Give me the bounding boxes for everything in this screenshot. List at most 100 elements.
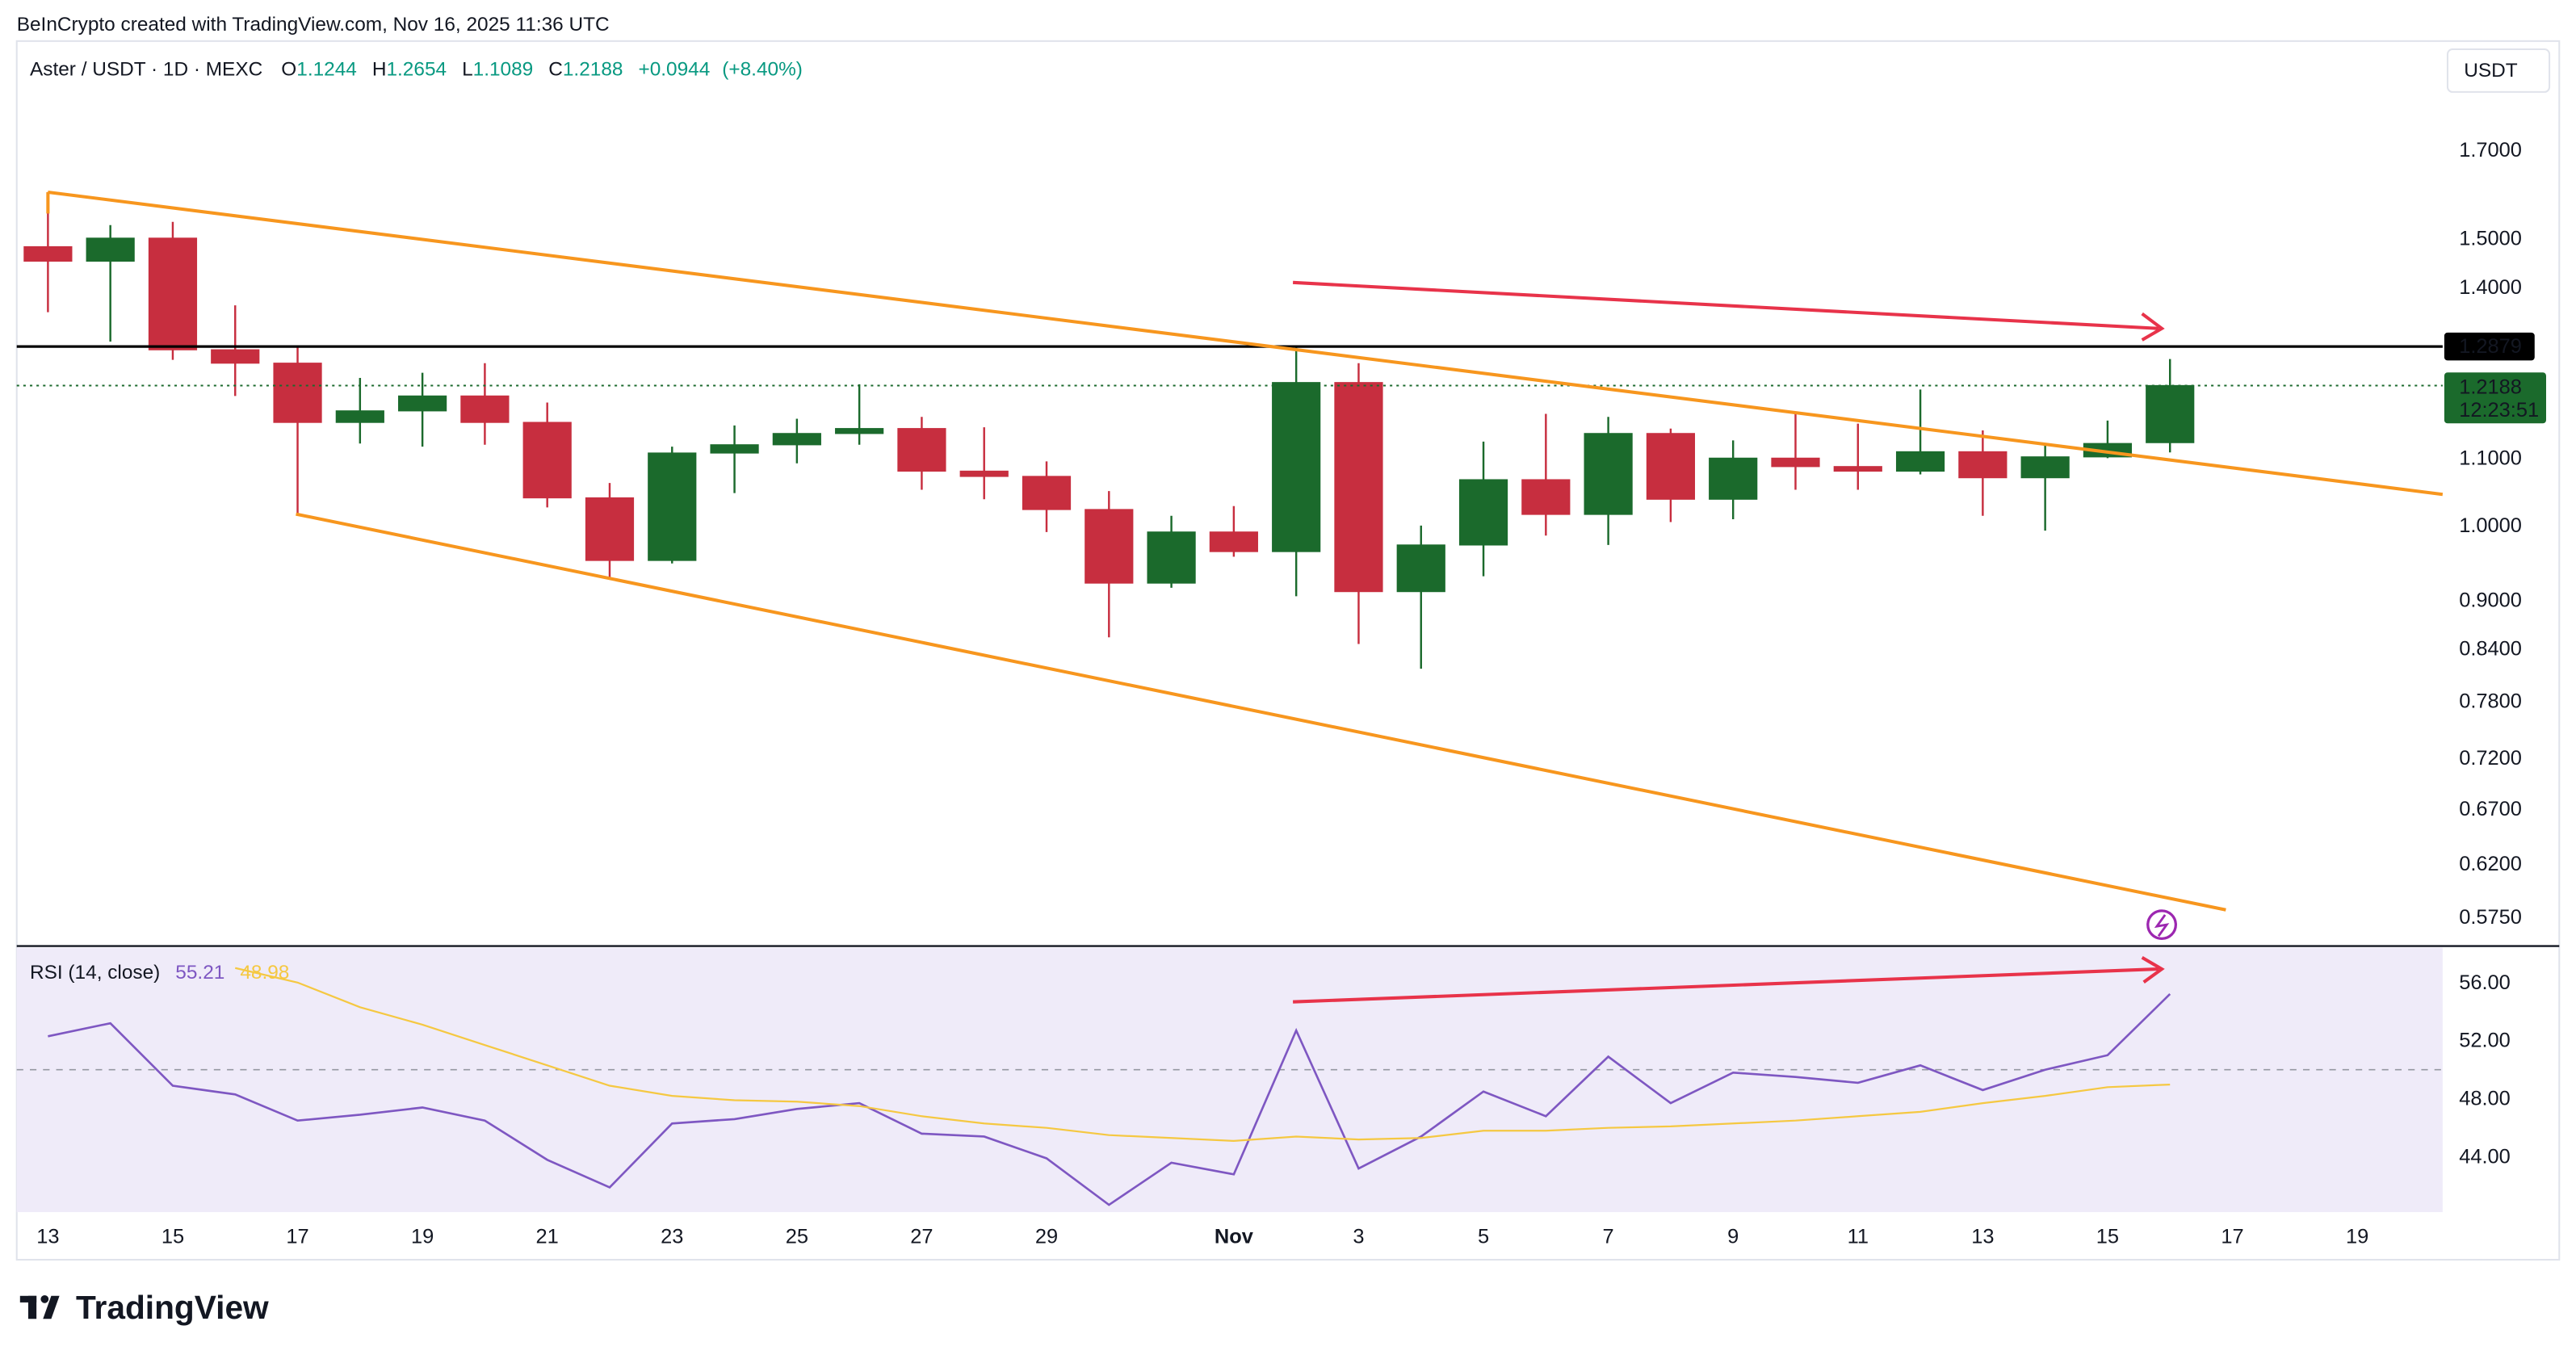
ohlc-value: 1.1089: [473, 58, 534, 80]
candle-body: [2146, 384, 2195, 443]
x-tick-label: Nov: [1215, 1226, 1254, 1248]
x-tick-label: 21: [536, 1226, 559, 1248]
y-tick-label: 44.00: [2459, 1146, 2511, 1168]
candle-body: [86, 237, 135, 262]
candle-body: [897, 428, 946, 472]
ohlc-label: H: [372, 58, 387, 80]
candle-body: [1272, 382, 1321, 552]
legend: Aster / USDT · 1D · MEXC O1.1244 H1.2654…: [30, 58, 803, 80]
x-tick-label: 15: [162, 1226, 184, 1248]
candle-body: [522, 422, 572, 499]
candle-body: [273, 363, 322, 423]
candle-body: [1833, 466, 1882, 472]
candle-body: [1709, 457, 1758, 500]
trendline-upper: [48, 190, 2444, 497]
x-tick-label: 9: [1727, 1226, 1739, 1248]
x-tick-label: 15: [2096, 1226, 2119, 1248]
ohlc-label: O: [281, 58, 296, 80]
x-tick-label: 23: [661, 1226, 683, 1248]
candle-body: [2020, 456, 2070, 479]
ohlc-label: L: [462, 58, 473, 80]
candle-body: [1771, 457, 1820, 468]
x-tick-label: 17: [2221, 1226, 2243, 1248]
ohlc-value: 1.2188: [563, 58, 623, 80]
candle-body: [1147, 531, 1196, 584]
level-label-box: [2444, 332, 2535, 361]
x-tick-label: 17: [286, 1226, 308, 1248]
candle-body: [772, 433, 821, 446]
candle-body: [1334, 382, 1383, 593]
currency[interactable]: USDT: [2464, 60, 2517, 82]
y-tick-label: 0.5750: [2459, 906, 2522, 929]
x-tick-label: 5: [1478, 1226, 1489, 1248]
y-tick-label: 0.8400: [2459, 638, 2522, 661]
rsi-legend: RSI (14, close) 55.21 48.98: [30, 962, 289, 984]
logo: TradingView: [19, 1289, 269, 1326]
y-tick-label: 0.6700: [2459, 798, 2522, 820]
rsi-line: [234, 967, 2171, 1143]
x-tick-label: 19: [411, 1226, 434, 1248]
attribution: BeInCrypto created with TradingView.com,…: [17, 14, 610, 36]
candle-body: [1022, 476, 1072, 510]
change: +0.0944: [638, 58, 710, 80]
y-tick-label: 1.5000: [2459, 228, 2522, 250]
logo-mark: [27, 1295, 37, 1319]
level-label: 1.2879: [2459, 335, 2522, 358]
arrow-head: [2141, 312, 2165, 342]
candle-body: [335, 410, 384, 423]
candle-body: [1895, 451, 1945, 472]
y-tick-label: 0.7200: [2459, 747, 2522, 770]
x-tick-label: 29: [1035, 1226, 1058, 1248]
candle-body: [585, 497, 635, 561]
rsi-ma-value: 48.98: [240, 962, 289, 984]
candle-body: [1085, 509, 1134, 584]
y-tick-label: 1.7000: [2459, 139, 2522, 162]
ohlc-value: 1.2654: [386, 58, 447, 80]
logo-mark: [43, 1295, 60, 1319]
ohlc-label: C: [548, 58, 563, 80]
countdown: 12:23:51: [2459, 399, 2539, 422]
candle-body: [1396, 544, 1445, 593]
x-tick-label: 7: [1603, 1226, 1614, 1248]
drawings: [46, 190, 2444, 1004]
y-tick-label: 52.00: [2459, 1030, 2511, 1052]
rsi-title: RSI (14, close): [30, 962, 160, 984]
rsi-background: [16, 947, 2443, 1213]
currency-button[interactable]: [2446, 48, 2551, 93]
y-tick-label: 0.9000: [2459, 589, 2522, 611]
candle-body: [1209, 531, 1258, 552]
logo-text[interactable]: TradingView: [76, 1289, 269, 1326]
candle-body: [835, 428, 884, 434]
arrow: [1293, 967, 2159, 1004]
symbol: Aster / USDT · 1D · MEXC: [30, 58, 262, 80]
logo-mark: [40, 1294, 49, 1303]
candle-body: [959, 470, 1009, 477]
trendline-lower: [296, 512, 2226, 912]
rsi-value: 55.21: [175, 962, 224, 984]
event-bolt: [2154, 914, 2170, 938]
plot: 1.7000 1.5000 1.4000 1.1000 1.0000 0.9000 0.84…: [16, 139, 2546, 1248]
candle-body: [1584, 433, 1633, 515]
x-tick-label: 13: [36, 1226, 59, 1248]
arrow: [1292, 280, 2159, 330]
y-tick-label: 1.0000: [2459, 514, 2522, 537]
candle-body: [1958, 451, 2008, 479]
candle-body: [398, 395, 447, 412]
y-tick-label: 1.1000: [2459, 447, 2522, 469]
x-tick-label: 3: [1353, 1226, 1364, 1248]
candle-body: [1646, 433, 1696, 500]
rsi-line: [48, 993, 2171, 1206]
candle-body: [211, 349, 260, 364]
change-percent: (+8.40%): [722, 58, 803, 80]
candle-body: [648, 452, 697, 561]
candle-body: [460, 395, 510, 423]
x-tick-label: 25: [786, 1226, 808, 1248]
candle-body: [23, 245, 73, 262]
candle-body: [148, 237, 198, 350]
frame: [15, 40, 2561, 1261]
y-tick-label: 48.00: [2459, 1088, 2511, 1110]
y-tick-label: 1.4000: [2459, 276, 2522, 299]
y-tick-label: 56.00: [2459, 971, 2511, 994]
candle-body: [710, 444, 759, 454]
last-price-label: 1.2188: [2459, 376, 2522, 399]
